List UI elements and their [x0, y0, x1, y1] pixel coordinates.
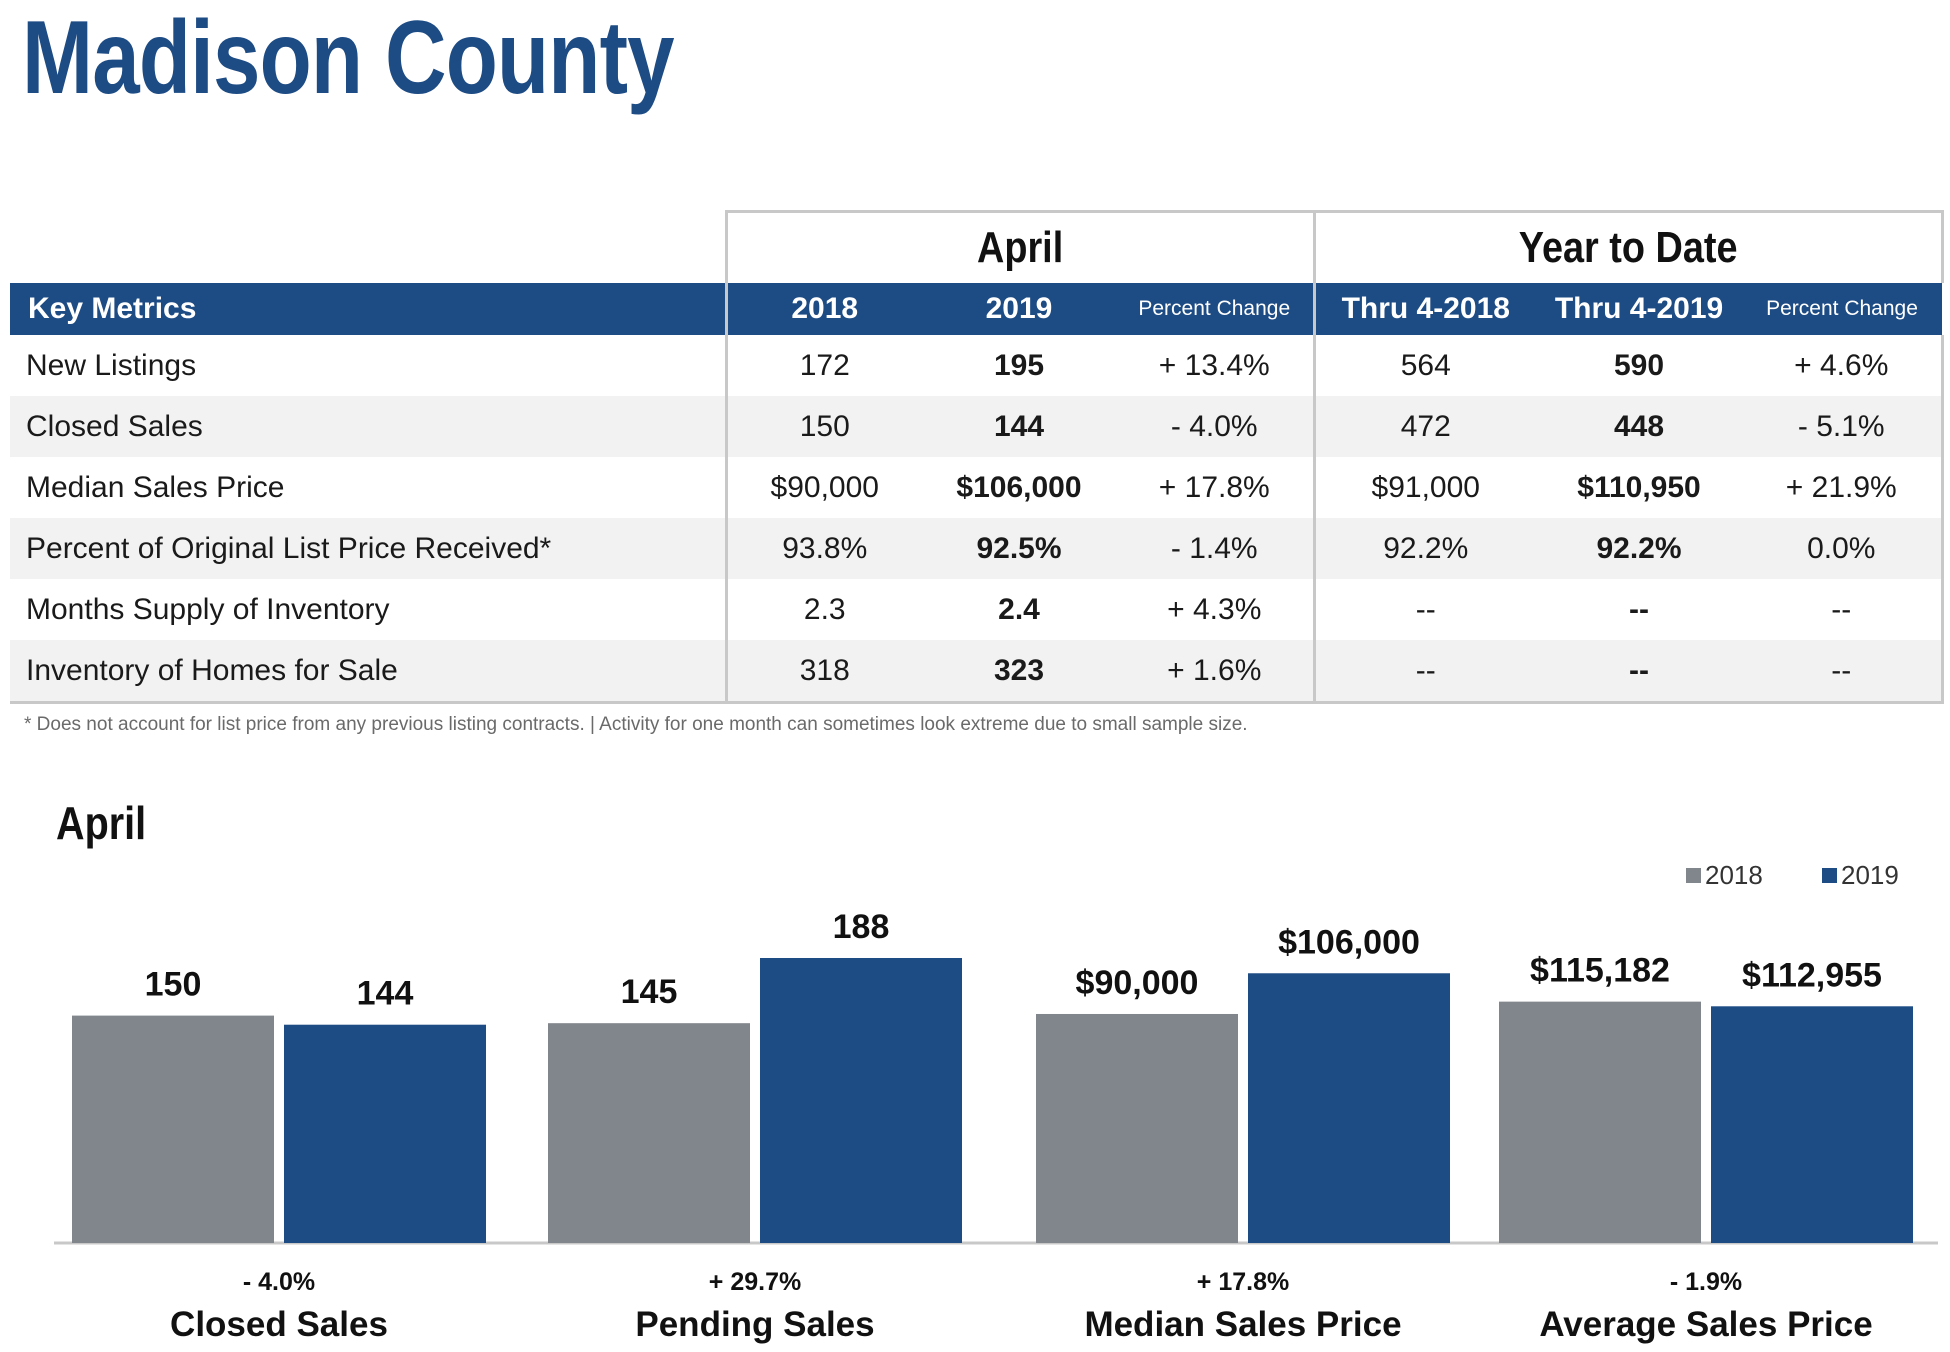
metric-name: Median Sales Price [26, 470, 285, 504]
april-2018-value: 318 [724, 640, 922, 704]
ytd-percent-change: -- [1742, 579, 1944, 640]
percent-change-label: - 1.9% [1670, 1268, 1742, 1296]
metric-name: Inventory of Homes for Sale [10, 640, 726, 704]
bar-2019 [1248, 973, 1450, 1243]
april-2018-value: 172 [724, 335, 922, 396]
column-header-2018: 2018 [724, 283, 922, 335]
april-2018-value: $90,000 [724, 457, 922, 518]
ytd-percent-change: -- [1742, 640, 1944, 704]
bar-2019 [1711, 1006, 1913, 1243]
bar-2019 [760, 958, 962, 1243]
april-percent-change: - 1.4% [1116, 518, 1315, 579]
april-2018-value: 2.3 [724, 579, 922, 640]
metric-name: New Listings [26, 348, 197, 382]
ytd-percent-change: + 21.9% [1742, 457, 1944, 518]
april-percent-change: + 4.3% [1167, 592, 1262, 626]
bar-2018 [72, 1015, 274, 1243]
data-label-2018: $90,000 [1076, 964, 1199, 1002]
april-percent-change: + 17.8% [1158, 470, 1270, 504]
page-title: Madison County [22, 0, 675, 116]
ytd-percent-change: 0.0% [1742, 518, 1944, 579]
table-row: Closed Sales 150 144 - 4.0% 472 448 - 5.… [10, 396, 1944, 457]
ytd-2019-value: -- [1629, 592, 1649, 626]
table-row: Median Sales Price $90,000 $106,000 + 17… [10, 457, 1944, 518]
ytd-2019-value: 590 [1613, 348, 1665, 382]
ytd-2019-value: 448 [1536, 396, 1743, 457]
data-label-2019: $106,000 [1278, 923, 1420, 961]
category-label: Average Sales Price [1539, 1305, 1872, 1344]
ytd-2019-value: $110,950 [1577, 470, 1701, 504]
column-header-percent-change: Percent Change [1116, 283, 1315, 335]
table-row: New Listings 172 195 + 13.4% 564 590 + 4… [10, 335, 1944, 396]
column-header-key-metrics: Key Metrics [10, 283, 726, 335]
footnote: * Does not account for list price from a… [24, 714, 1248, 735]
category-label: Median Sales Price [1084, 1305, 1401, 1344]
legend-item-2018: 2018 [1686, 860, 1763, 891]
legend-label-2019: 2019 [1841, 860, 1899, 890]
ytd-2018-value: $91,000 [1312, 457, 1537, 518]
column-header-ytd-percent-change: Percent Change [1742, 283, 1943, 335]
bar-2019 [284, 1024, 486, 1243]
april-2019-value: $106,000 [956, 470, 1082, 504]
ytd-2019-value: -- [1536, 640, 1743, 704]
table-row: Months Supply of Inventory 2.3 2.4 + 4.3… [10, 579, 1944, 640]
table-row: Inventory of Homes for Sale 318 323 + 1.… [10, 640, 1944, 704]
legend-swatch-2019 [1822, 868, 1837, 883]
bar-2018 [1499, 1001, 1701, 1243]
column-header-row: Key Metrics 2018 2019 Percent Change Thr… [10, 283, 1943, 335]
legend-swatch-2018 [1686, 868, 1701, 883]
april-2019-value: 92.5% [922, 518, 1116, 579]
percent-change-label: - 4.0% [243, 1268, 315, 1296]
category-label: Closed Sales [170, 1305, 388, 1344]
data-label-2019: 144 [357, 975, 414, 1013]
category-label: Pending Sales [635, 1305, 874, 1344]
ytd-percent-change: + 4.6% [1742, 335, 1944, 396]
percent-change-label: + 29.7% [709, 1268, 801, 1296]
april-2019-value: 323 [922, 640, 1116, 704]
april-2019-value: 195 [993, 348, 1045, 382]
april-2019-value: 144 [922, 396, 1116, 457]
legend-item-2019: 2019 [1822, 860, 1899, 891]
metric-name: Months Supply of Inventory [26, 592, 390, 626]
group-header-row: April Year to Date [10, 210, 1944, 283]
ytd-percent-change: - 5.1% [1742, 396, 1944, 457]
april-2019-value: 2.4 [998, 592, 1040, 626]
bar-2018 [1036, 1013, 1238, 1243]
group-header-ytd: Year to Date [1312, 210, 1944, 283]
metric-name: Closed Sales [10, 396, 726, 457]
ytd-2019-value: 92.2% [1536, 518, 1743, 579]
april-percent-change: + 13.4% [1158, 348, 1270, 382]
group-header-april: April [724, 210, 1315, 283]
column-header-2019: 2019 [922, 283, 1116, 335]
data-label-2019: $112,955 [1742, 956, 1882, 994]
ytd-2018-value: 472 [1312, 396, 1537, 457]
ytd-2018-value: -- [1312, 640, 1537, 704]
percent-change-label: + 17.8% [1197, 1268, 1289, 1296]
data-label-2019: 188 [833, 908, 890, 946]
column-header-thru-2019: Thru 4-2019 [1536, 283, 1743, 335]
ytd-2018-value: -- [1312, 579, 1537, 640]
ytd-2018-value: 564 [1312, 335, 1537, 396]
data-label-2018: $115,182 [1530, 952, 1670, 990]
bar-2018 [548, 1023, 750, 1243]
key-metrics-table: April Year to Date Key Metrics 2018 2019… [10, 210, 1944, 704]
column-header-thru-2018: Thru 4-2018 [1312, 283, 1537, 335]
data-label-2018: 150 [145, 966, 202, 1004]
legend-label-2018: 2018 [1705, 860, 1763, 890]
april-2018-value: 93.8% [724, 518, 922, 579]
april-percent-change: - 4.0% [1116, 396, 1315, 457]
ytd-2018-value: 92.2% [1312, 518, 1537, 579]
chart-title: April [56, 797, 147, 849]
april-2018-value: 150 [724, 396, 922, 457]
table-row: Percent of Original List Price Received*… [10, 518, 1944, 579]
april-percent-change: + 1.6% [1116, 640, 1315, 704]
data-label-2018: 145 [621, 973, 678, 1011]
metric-name: Percent of Original List Price Received* [10, 518, 726, 579]
